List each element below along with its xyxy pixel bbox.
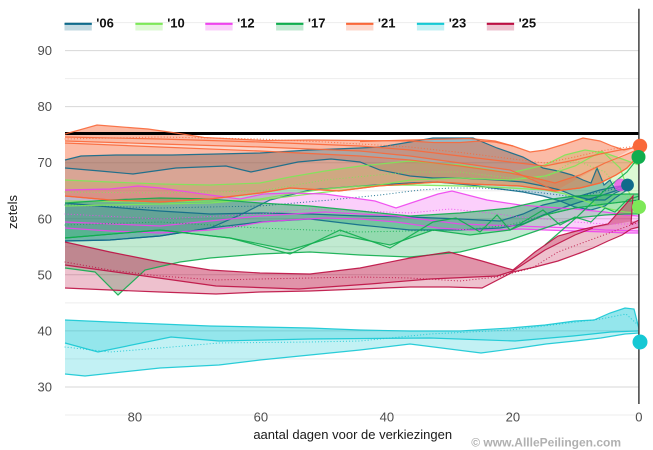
- svg-text:zetels: zetels: [5, 195, 20, 229]
- svg-text:0: 0: [635, 410, 642, 425]
- svg-text:© www.AlllePeilingen.com: © www.AlllePeilingen.com: [471, 436, 621, 450]
- svg-text:60: 60: [254, 410, 268, 425]
- svg-text:'12: '12: [237, 16, 255, 31]
- svg-text:'23: '23: [449, 16, 467, 31]
- svg-text:60: 60: [38, 211, 52, 226]
- svg-text:40: 40: [380, 410, 394, 425]
- svg-text:'17: '17: [308, 16, 326, 31]
- svg-text:aantal dagen voor de verkiezin: aantal dagen voor de verkiezingen: [253, 427, 452, 442]
- svg-text:40: 40: [38, 323, 52, 338]
- svg-text:80: 80: [38, 99, 52, 114]
- svg-text:90: 90: [38, 43, 52, 58]
- svg-text:80: 80: [128, 410, 142, 425]
- svg-text:50: 50: [38, 267, 52, 282]
- svg-text:70: 70: [38, 155, 52, 170]
- svg-text:'06: '06: [96, 16, 114, 31]
- svg-text:'10: '10: [167, 16, 185, 31]
- svg-text:30: 30: [38, 380, 52, 395]
- svg-text:'25: '25: [519, 16, 537, 31]
- svg-text:'21: '21: [378, 16, 396, 31]
- svg-text:20: 20: [506, 410, 520, 425]
